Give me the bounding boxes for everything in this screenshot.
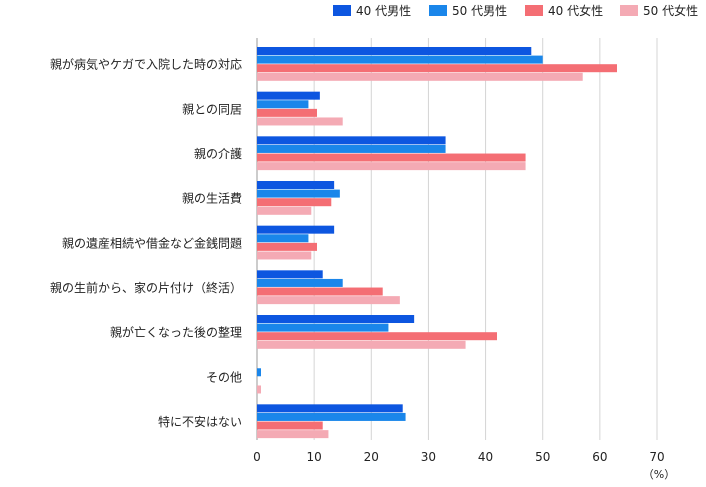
category-label: 親が病気やケガで入院した時の対応 [50, 57, 242, 72]
bar [257, 315, 415, 323]
bar [257, 162, 526, 171]
bar [257, 270, 323, 279]
x-tick-label: 70 [649, 450, 664, 464]
bar [257, 421, 323, 430]
legend-swatch [429, 5, 447, 16]
x-tick-label: 20 [364, 450, 379, 464]
bar [257, 404, 403, 413]
category-labels: 親が病気やケガで入院した時の対応親との同居親の介護親の生活費親の遺産相続や借金な… [50, 57, 242, 429]
x-tick-label: 30 [421, 450, 436, 464]
bar [257, 72, 583, 81]
category-label: 親の生前から、家の片付け（終活） [50, 280, 242, 295]
bar [257, 144, 446, 153]
bar [257, 100, 309, 109]
bar [257, 287, 383, 296]
legend-label: 50 代女性 [643, 3, 698, 18]
x-tick-label: 10 [307, 450, 322, 464]
bar [257, 47, 532, 55]
bar [257, 55, 543, 64]
x-axis-unit-label: （%） [643, 468, 675, 481]
x-tick-label: 60 [592, 450, 607, 464]
category-label: 親の介護 [194, 146, 242, 161]
bar [257, 332, 497, 341]
bar [257, 225, 335, 234]
bar [257, 91, 320, 100]
legend-label: 40 代女性 [548, 3, 603, 18]
legend-swatch [525, 5, 543, 16]
legend: 40 代男性 50 代男性 40 代女性 50 代女性 [333, 3, 698, 18]
bar [257, 117, 343, 126]
legend-swatch [620, 5, 638, 16]
bar [257, 412, 406, 421]
category-label: 親の遺産相続や借金など金銭問題 [62, 235, 242, 250]
bar [257, 430, 329, 439]
bar [257, 181, 335, 189]
bar [257, 385, 261, 394]
bar [257, 206, 312, 215]
x-tick-label: 50 [535, 450, 550, 464]
x-tick-label: 40 [478, 450, 493, 464]
bar [257, 323, 389, 332]
bar [257, 153, 526, 162]
bar [257, 108, 317, 117]
legend-label: 50 代男性 [452, 4, 507, 18]
bar [257, 234, 309, 243]
x-tick-label: 0 [253, 450, 261, 464]
bar [257, 198, 332, 207]
grid-lines [256, 38, 658, 440]
category-label: 親との同居 [182, 102, 242, 116]
bar [257, 251, 312, 260]
category-label: 親の生活費 [182, 191, 242, 206]
x-tick-labels: 0 10 20 30 40 50 60 70 [253, 450, 664, 464]
bar [257, 242, 317, 251]
bar [257, 278, 343, 287]
category-label: その他 [206, 370, 242, 384]
legend-label: 40 代男性 [356, 4, 411, 18]
bar [257, 296, 400, 305]
category-label: 親が亡くなった後の整理 [110, 325, 242, 340]
bar [257, 368, 261, 377]
legend-swatch [333, 5, 351, 16]
bars [257, 47, 617, 439]
bar [257, 136, 446, 145]
bar [257, 64, 617, 73]
bar [257, 340, 466, 349]
category-label: 特に不安はない [158, 414, 242, 429]
bar [257, 189, 340, 198]
